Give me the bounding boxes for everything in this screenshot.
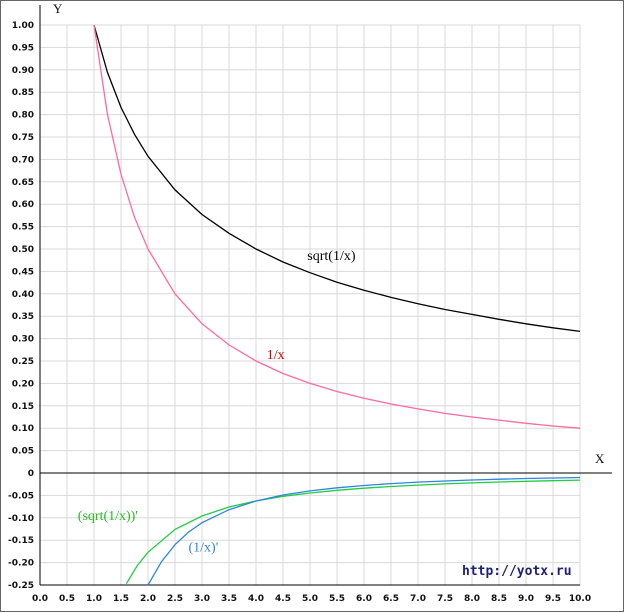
x-tick-label: 7.5 bbox=[437, 594, 453, 604]
series-line-1-x bbox=[147, 476, 581, 586]
series-label-1-x: (1/x)' bbox=[189, 540, 219, 555]
series-label-sqrt-1-x: (sqrt(1/x))' bbox=[78, 509, 138, 524]
x-tick-label: 2.5 bbox=[167, 594, 183, 604]
y-tick-label: 0.20 bbox=[12, 379, 34, 389]
y-tick-label: 0.50 bbox=[12, 245, 34, 255]
x-tick-label: 6.0 bbox=[356, 594, 372, 604]
series-line-sqrt-1-x bbox=[125, 479, 581, 585]
x-tick-label: 0.5 bbox=[59, 594, 75, 604]
y-tick-label: 0.90 bbox=[12, 66, 34, 76]
x-tick-label: 9.0 bbox=[518, 594, 534, 604]
y-tick-label: -0.20 bbox=[8, 559, 34, 569]
x-tick-label: 0.0 bbox=[32, 594, 48, 604]
y-tick-label: 0.25 bbox=[12, 357, 34, 367]
y-tick-label: 0.30 bbox=[12, 335, 34, 345]
x-tick-label: 5.0 bbox=[302, 594, 318, 604]
y-tick-label: 0.40 bbox=[12, 290, 34, 300]
series-label-1-x: 1/x bbox=[267, 348, 285, 363]
x-tick-label: 8.5 bbox=[491, 594, 507, 604]
grid bbox=[39, 24, 581, 586]
series-line-sqrt-1-x bbox=[93, 24, 581, 333]
y-tick-label: 0 bbox=[28, 469, 34, 479]
y-tick-label: 0.95 bbox=[12, 43, 34, 53]
y-tick-label: -0.05 bbox=[8, 491, 34, 501]
y-tick-label: 0.10 bbox=[12, 424, 34, 434]
y-tick-label: 0.15 bbox=[12, 402, 34, 412]
y-tick-label: -0.15 bbox=[8, 536, 34, 546]
y-tick-label: 0.60 bbox=[12, 200, 34, 210]
y-tick-label: 0.80 bbox=[12, 111, 34, 121]
x-tick-label: 4.0 bbox=[248, 594, 264, 604]
y-tick-label: 0.55 bbox=[12, 223, 34, 233]
x-tick-label: 4.5 bbox=[275, 594, 291, 604]
x-tick-label: 3.5 bbox=[221, 594, 237, 604]
series-line-1-x bbox=[93, 24, 581, 429]
y-tick-label: -0.25 bbox=[8, 581, 34, 591]
x-tick-label: 7.0 bbox=[410, 594, 426, 604]
series-label-sqrt-1-x: sqrt(1/x) bbox=[307, 249, 356, 264]
series-lines bbox=[93, 24, 581, 586]
y-tick-label: 0.75 bbox=[12, 133, 34, 143]
y-axis-label: Y bbox=[53, 1, 63, 16]
x-tick-label: 5.5 bbox=[329, 594, 345, 604]
y-tick-label: 0.65 bbox=[12, 178, 34, 188]
watermark-text: http://yotx.ru bbox=[462, 564, 572, 579]
x-tick-label: 3.0 bbox=[194, 594, 210, 604]
x-tick-label: 2.0 bbox=[140, 594, 156, 604]
y-tick-label: 0.70 bbox=[12, 155, 34, 165]
x-tick-label: 8.0 bbox=[464, 594, 480, 604]
x-tick-label: 1.5 bbox=[113, 594, 129, 604]
y-tick-label: -0.10 bbox=[8, 514, 34, 524]
y-tick-label: 0.45 bbox=[12, 267, 34, 277]
y-tick-label: 0.35 bbox=[12, 312, 34, 322]
y-tick-label: 0.05 bbox=[12, 447, 34, 457]
tick-labels: 0.0 0.5 1.0 1.5 2.0 2.5 3.0 3.5 4.0 4.5 5.0 5.5 6.0 6… bbox=[8, 21, 591, 604]
x-tick-label: 1.0 bbox=[86, 594, 102, 604]
x-tick-label: 6.5 bbox=[383, 594, 399, 604]
y-tick-label: 1.00 bbox=[12, 21, 34, 31]
x-tick-label: 9.5 bbox=[545, 594, 561, 604]
series-labels: sqrt(1/x) 1/x (sqrt(1/x))' (1/x)' bbox=[78, 249, 356, 555]
y-tick-label: 0.85 bbox=[12, 88, 34, 98]
x-tick-label: 10.0 bbox=[569, 594, 591, 604]
x-axis-label: X bbox=[595, 451, 605, 466]
